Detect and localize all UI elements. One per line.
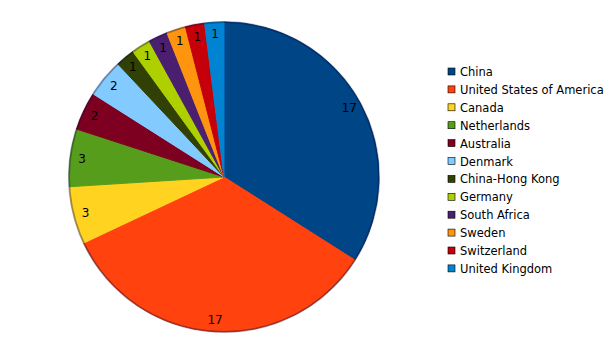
data-label: 17 xyxy=(207,313,222,327)
legend-swatch xyxy=(448,68,455,75)
data-label: 3 xyxy=(78,152,86,166)
legend-swatch xyxy=(448,122,455,129)
data-labels: 17173322111111 xyxy=(78,27,357,326)
pie xyxy=(69,22,379,332)
pie-slice xyxy=(69,177,224,243)
legend-swatch xyxy=(448,140,455,147)
legend-swatch xyxy=(448,193,455,200)
legend-label: China xyxy=(460,65,493,79)
pie-rim xyxy=(69,22,379,332)
legend-swatch xyxy=(448,86,455,93)
pie-slice xyxy=(205,22,224,177)
legend-label: Netherlands xyxy=(460,119,530,133)
legend-label: South Africa xyxy=(460,208,530,222)
legend-label: Australia xyxy=(460,137,511,151)
data-label: 1 xyxy=(193,30,201,44)
legend-label: Sweden xyxy=(460,226,505,240)
data-label: 3 xyxy=(82,206,90,220)
legend-label: Denmark xyxy=(460,155,513,169)
data-label: 1 xyxy=(176,34,184,48)
legend-swatch xyxy=(448,175,455,182)
data-label: 1 xyxy=(144,49,152,63)
legend-label: United Kingdom xyxy=(460,262,552,276)
legend-label: United States of America xyxy=(460,83,604,97)
data-label: 1 xyxy=(159,41,167,55)
legend-label: Germany xyxy=(460,190,513,204)
legend-swatch xyxy=(448,211,455,218)
legend-label: Switzerland xyxy=(460,244,527,258)
legend-swatch xyxy=(448,247,455,254)
data-label: 1 xyxy=(129,60,137,74)
legend-swatch xyxy=(448,104,455,111)
legend: China United States of America Canada Nethe… xyxy=(448,65,604,276)
legend-swatch xyxy=(448,229,455,236)
chart: 17173322111111ChinaUnited States of Amer… xyxy=(0,0,605,340)
legend-swatch xyxy=(448,158,455,165)
data-label: 17 xyxy=(342,101,357,115)
legend-label: China-Hong Kong xyxy=(460,172,560,186)
data-label: 1 xyxy=(211,27,219,41)
data-label: 2 xyxy=(91,109,99,123)
data-label: 2 xyxy=(110,79,118,93)
legend-swatch xyxy=(448,265,455,272)
legend-label: Canada xyxy=(460,101,504,115)
